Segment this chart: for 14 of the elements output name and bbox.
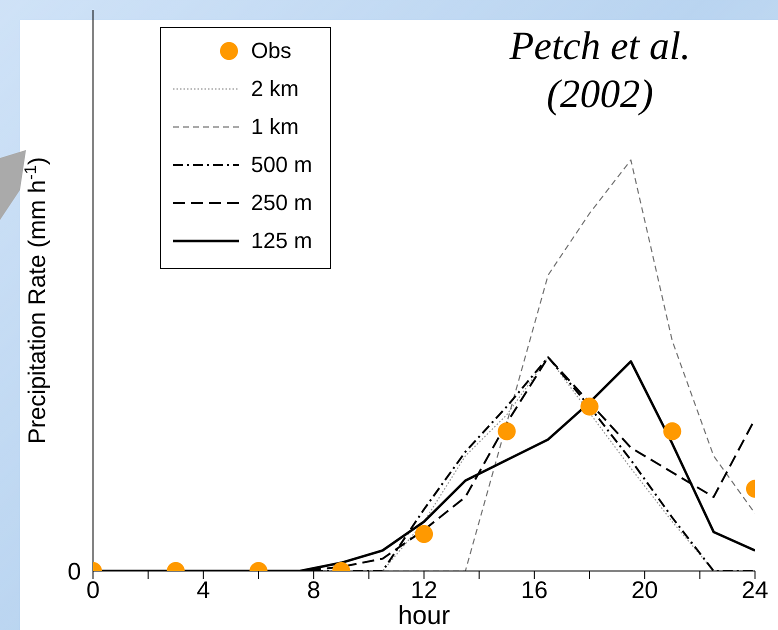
x-tick-label: 16 — [520, 577, 548, 604]
x-tick-label: 24 — [742, 577, 768, 604]
x-tick-label: 4 — [196, 577, 210, 604]
legend-label: 1 km — [251, 114, 299, 140]
text: 0 — [68, 558, 81, 586]
x-tick-label: 20 — [631, 577, 658, 604]
legend-label: 500 m — [251, 152, 312, 178]
legend-label: 125 m — [251, 228, 312, 254]
legend-label: 2 km — [251, 76, 299, 102]
legend-label: 250 m — [251, 190, 312, 216]
x-tick-label: 8 — [306, 577, 320, 604]
x-tick-label: 0 — [86, 577, 100, 604]
legend-label: Obs — [251, 38, 292, 64]
text: Petch et al. (2002) — [508, 22, 692, 118]
